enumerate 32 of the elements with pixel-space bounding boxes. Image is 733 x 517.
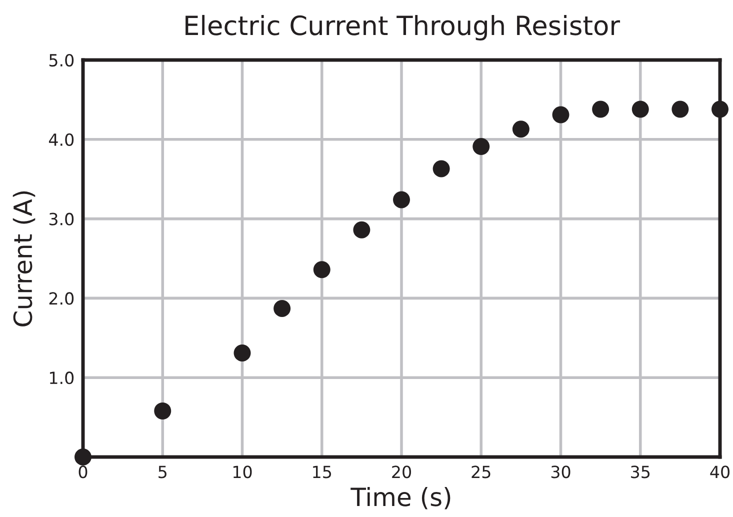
y-tick-label: 3.0 [49, 212, 74, 226]
x-tick-label: 30 [551, 466, 570, 478]
x-tick-label: 15 [313, 466, 332, 478]
point [711, 100, 729, 118]
y-axis-title: Current (A) [12, 191, 36, 326]
x-tick-label: 20 [392, 466, 411, 478]
y-tick-label: 1.0 [50, 372, 74, 384]
chart-title: Electric Current Through Resistor [186, 14, 620, 40]
point [552, 106, 570, 124]
x-axis-title: Time (s) [350, 487, 450, 510]
y-tick-label: 2.0 [49, 292, 74, 305]
point [592, 100, 610, 118]
x-tick-label: 10 [233, 466, 252, 478]
x-tick-label: 25 [472, 466, 490, 478]
x-tick-label: 5 [158, 466, 166, 478]
point [672, 100, 689, 118]
point [392, 191, 410, 208]
point [313, 261, 330, 278]
point [512, 120, 530, 138]
point [154, 402, 172, 420]
point [432, 160, 450, 178]
x-tick-label: 40 [710, 466, 730, 478]
y-tick-label: 4.0 [48, 133, 74, 146]
point [472, 138, 490, 156]
point [234, 344, 251, 362]
y-tick-label: 5.0 [49, 54, 74, 67]
point [74, 448, 92, 466]
x-tick-label: 0 [78, 466, 88, 478]
x-tick-label: 35 [631, 466, 650, 478]
point [632, 100, 649, 118]
point [274, 300, 291, 318]
point [353, 221, 370, 238]
